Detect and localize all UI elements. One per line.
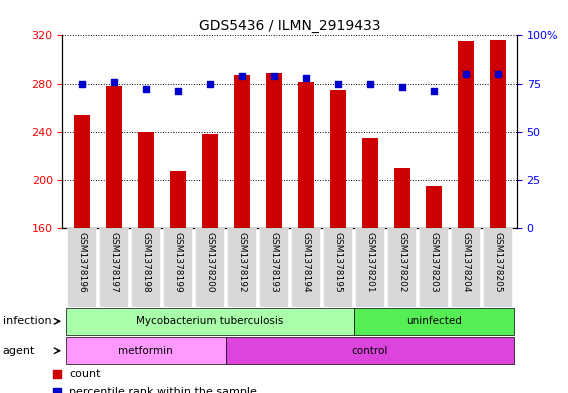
Point [429, 88, 438, 94]
Bar [425, 186, 442, 228]
Bar [202, 134, 218, 228]
Point [269, 73, 278, 79]
Point [53, 371, 62, 377]
Bar [66, 338, 225, 364]
Text: GSM1378200: GSM1378200 [205, 232, 214, 292]
Bar [354, 308, 513, 334]
Bar [298, 82, 314, 228]
Bar [490, 40, 506, 228]
Text: metformin: metformin [118, 346, 173, 356]
Bar [458, 41, 474, 228]
Bar [233, 75, 250, 228]
Text: Mycobacterium tuberculosis: Mycobacterium tuberculosis [136, 316, 283, 326]
Text: uninfected: uninfected [406, 316, 462, 326]
Point [53, 389, 62, 393]
Point [461, 71, 470, 77]
Bar [452, 228, 480, 307]
Text: control: control [352, 346, 388, 356]
Bar [74, 115, 90, 228]
Bar [483, 228, 512, 307]
Bar [195, 228, 224, 307]
Bar [259, 228, 288, 307]
Text: agent: agent [3, 346, 35, 356]
Text: GSM1378196: GSM1378196 [77, 232, 86, 293]
Point [173, 88, 182, 94]
Point [493, 71, 502, 77]
Title: GDS5436 / ILMN_2919433: GDS5436 / ILMN_2919433 [199, 19, 381, 33]
Text: count: count [69, 369, 101, 379]
Point [333, 80, 343, 86]
Bar [131, 228, 160, 307]
Text: GSM1378197: GSM1378197 [109, 232, 118, 293]
Text: GSM1378201: GSM1378201 [365, 232, 374, 292]
Point [205, 80, 214, 86]
Bar [163, 228, 192, 307]
Text: GSM1378203: GSM1378203 [429, 232, 438, 292]
Point [77, 80, 86, 86]
Text: GSM1378202: GSM1378202 [397, 232, 406, 292]
Bar [266, 73, 282, 228]
Bar [387, 228, 416, 307]
Text: GSM1378192: GSM1378192 [237, 232, 246, 292]
Bar [291, 228, 320, 307]
Text: GSM1378193: GSM1378193 [269, 232, 278, 293]
Bar [355, 228, 384, 307]
Bar [323, 228, 352, 307]
Bar [106, 86, 122, 228]
Point [141, 86, 150, 92]
Bar [394, 168, 410, 228]
Text: percentile rank within the sample: percentile rank within the sample [69, 387, 257, 393]
Bar [419, 228, 448, 307]
Bar [66, 308, 354, 334]
Point [301, 75, 310, 81]
Bar [170, 171, 186, 228]
Text: GSM1378204: GSM1378204 [461, 232, 470, 292]
Bar [137, 132, 154, 228]
Text: GSM1378198: GSM1378198 [141, 232, 150, 293]
Point [365, 80, 374, 86]
Bar [227, 228, 256, 307]
Bar [99, 228, 128, 307]
Bar [67, 228, 96, 307]
Bar [362, 138, 378, 228]
Text: GSM1378195: GSM1378195 [333, 232, 342, 293]
Bar [329, 90, 346, 228]
Text: GSM1378205: GSM1378205 [493, 232, 502, 292]
Text: infection: infection [3, 316, 52, 326]
Point [397, 84, 406, 90]
Text: GSM1378199: GSM1378199 [173, 232, 182, 293]
Text: GSM1378194: GSM1378194 [301, 232, 310, 292]
Point [109, 79, 118, 85]
Point [237, 73, 246, 79]
Bar [225, 338, 513, 364]
